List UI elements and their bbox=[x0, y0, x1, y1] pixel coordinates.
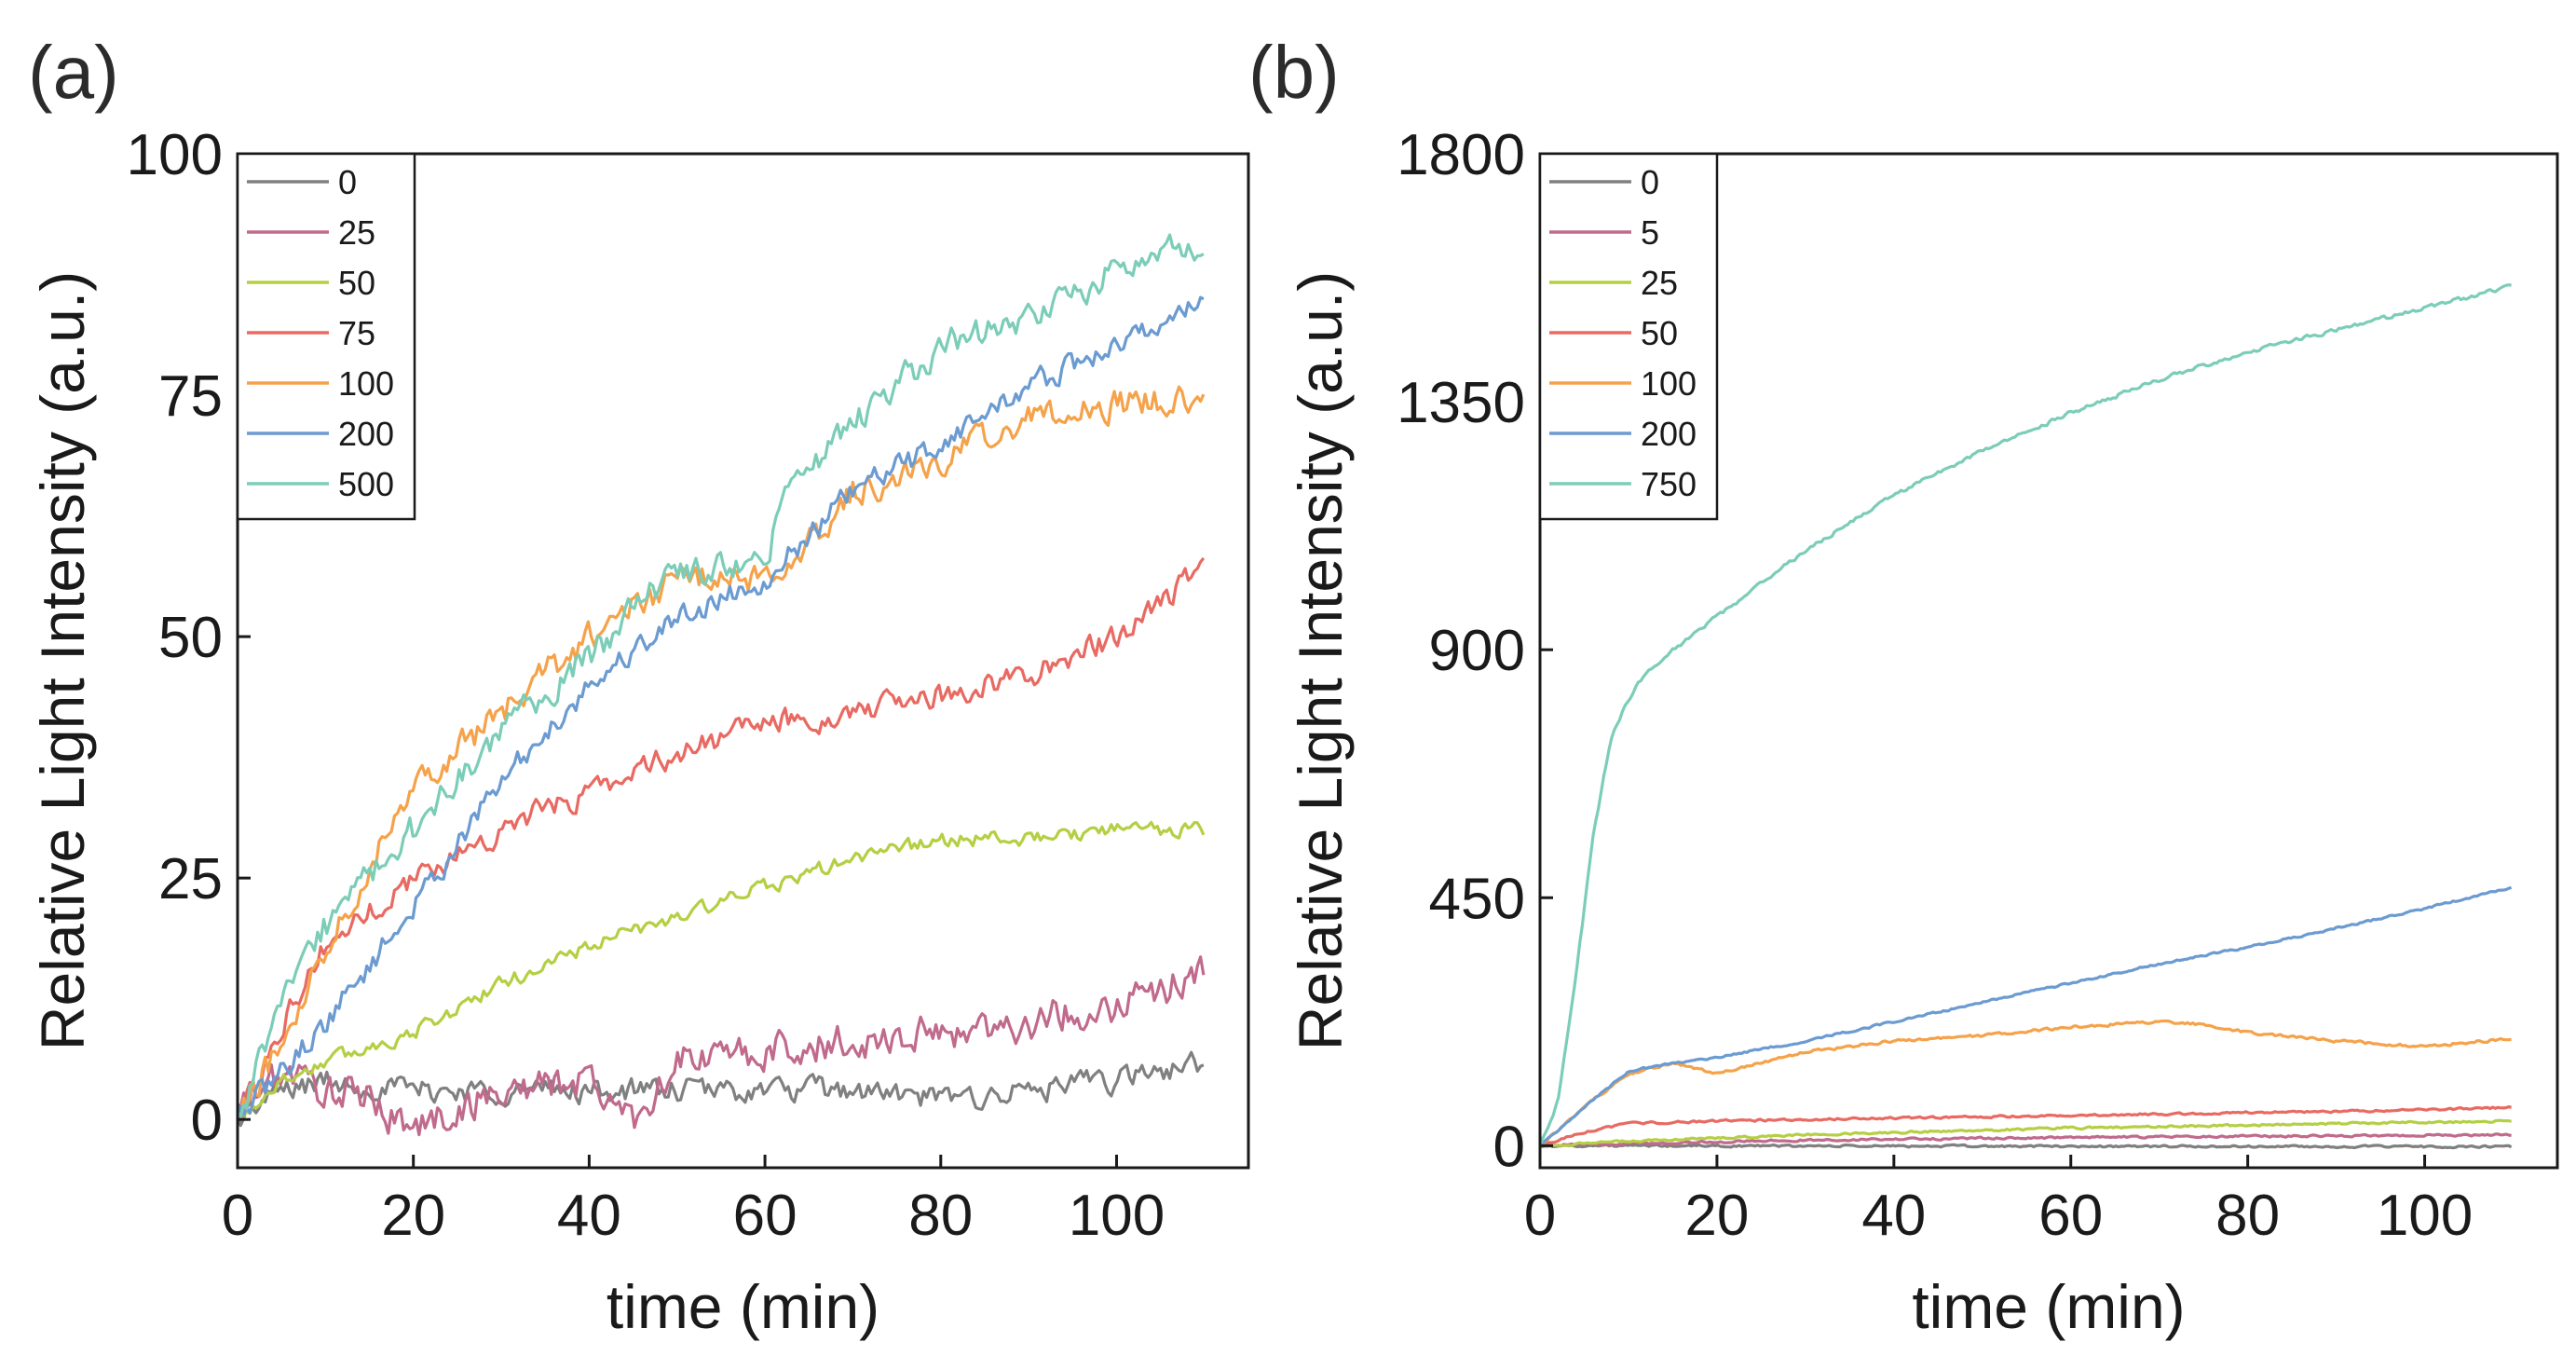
series-line-0 bbox=[1540, 1143, 2513, 1150]
legend-label-100: 100 bbox=[338, 364, 394, 403]
y-tick-label: 900 bbox=[1429, 619, 1525, 683]
series-line-200 bbox=[238, 295, 1205, 1116]
x-tick-label: 20 bbox=[1684, 1184, 1749, 1248]
legend-label-750: 750 bbox=[1641, 465, 1697, 503]
series-line-75 bbox=[238, 556, 1206, 1121]
panel-a: (a) 0 20 40 60 80 100 0 25 50 75 100 time (min) Relat… bbox=[28, 31, 1250, 1341]
panel-label: (a) bbox=[28, 31, 119, 114]
x-tick-label: 100 bbox=[2377, 1184, 2473, 1248]
legend-label-25: 25 bbox=[338, 213, 375, 252]
y-tick-label: 25 bbox=[158, 847, 223, 911]
legend-box bbox=[236, 152, 416, 521]
x-tick-label: 40 bbox=[1861, 1184, 1926, 1248]
y-tick-label: 75 bbox=[158, 364, 223, 429]
legend-label-25: 25 bbox=[1641, 264, 1678, 302]
x-axis-label: time (min) bbox=[607, 1272, 879, 1341]
series-line-5 bbox=[1540, 1132, 2512, 1148]
legend-label-5: 5 bbox=[1641, 213, 1659, 252]
legend: 0 25 50 75 100 200 500 bbox=[236, 152, 416, 521]
x-tick-label: 80 bbox=[2215, 1184, 2280, 1248]
x-tick-label: 20 bbox=[381, 1184, 445, 1248]
legend: 0 5 25 50 100 200 750 bbox=[1538, 152, 1719, 521]
series-group bbox=[238, 233, 1206, 1137]
series-line-100 bbox=[238, 385, 1206, 1116]
y-axis-label: Relative Light Intensity (a.u.) bbox=[1286, 271, 1355, 1050]
panel-label: (b) bbox=[1248, 31, 1340, 114]
panel-b: (b) 0 20 40 60 80 100 0 450 900 1350 1800 time (min)… bbox=[1248, 31, 2559, 1341]
legend-label-0: 0 bbox=[1641, 163, 1659, 201]
y-tick-label: 100 bbox=[127, 123, 223, 187]
y-tick-label: 0 bbox=[1493, 1115, 1525, 1179]
y-tick-label: 1800 bbox=[1397, 123, 1525, 187]
x-axis-label: time (min) bbox=[1912, 1272, 2185, 1341]
legend-label-200: 200 bbox=[1641, 415, 1697, 453]
y-axis-label: Relative Light Intensity (a.u.) bbox=[28, 271, 97, 1050]
x-tick-label: 0 bbox=[1524, 1184, 1556, 1248]
y-tick-label: 0 bbox=[191, 1089, 223, 1153]
legend-label-100: 100 bbox=[1641, 364, 1697, 403]
series-line-100 bbox=[1540, 1019, 2512, 1148]
legend-label-200: 200 bbox=[338, 415, 394, 453]
series-line-50 bbox=[1540, 1105, 2512, 1148]
series-group bbox=[1540, 283, 2513, 1150]
series-line-0 bbox=[238, 1050, 1205, 1128]
series-line-50 bbox=[238, 820, 1206, 1118]
legend-label-75: 75 bbox=[338, 314, 375, 352]
x-tick-label: 0 bbox=[222, 1184, 253, 1248]
legend-label-0: 0 bbox=[338, 163, 357, 201]
series-line-750 bbox=[1540, 283, 2512, 1148]
legend-label-500: 500 bbox=[338, 465, 394, 503]
x-tick-label: 60 bbox=[2038, 1184, 2103, 1248]
plot-frame bbox=[236, 152, 1250, 1170]
x-tick-label: 80 bbox=[908, 1184, 973, 1248]
legend-label-50: 50 bbox=[1641, 314, 1678, 352]
x-tick-label: 40 bbox=[557, 1184, 621, 1248]
legend-box bbox=[1538, 152, 1719, 521]
y-tick-label: 50 bbox=[158, 606, 223, 670]
y-tick-label: 450 bbox=[1429, 867, 1525, 931]
series-line-25 bbox=[1540, 1118, 2512, 1148]
x-tick-label: 100 bbox=[1069, 1184, 1165, 1248]
x-tick-label: 60 bbox=[733, 1184, 797, 1248]
legend-label-50: 50 bbox=[338, 264, 375, 302]
y-tick-label: 1350 bbox=[1397, 371, 1525, 435]
series-line-500 bbox=[238, 233, 1205, 1118]
series-line-25 bbox=[238, 955, 1206, 1137]
plot-frame bbox=[1538, 152, 2559, 1170]
series-line-200 bbox=[1540, 885, 2513, 1148]
